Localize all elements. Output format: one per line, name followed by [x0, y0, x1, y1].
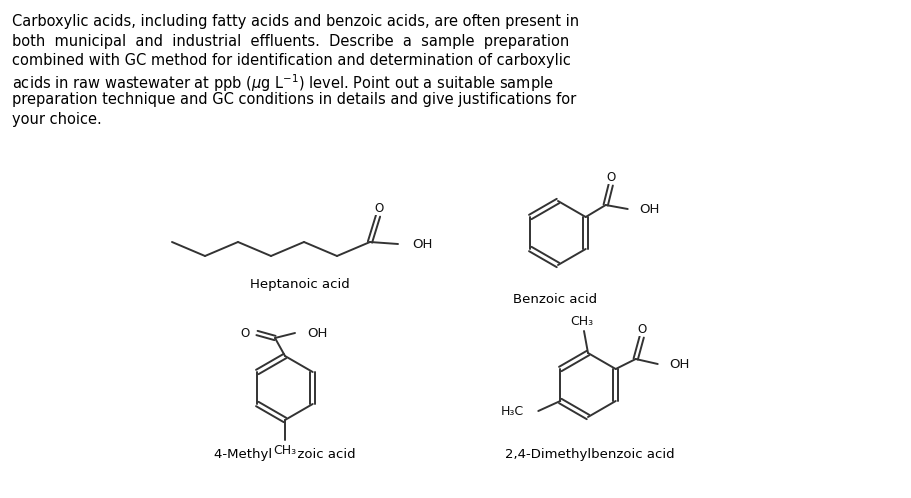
Text: preparation technique and GC conditions in details and give justifications for: preparation technique and GC conditions …	[12, 92, 577, 107]
Text: Heptanoic acid: Heptanoic acid	[251, 278, 350, 291]
Text: CH₃: CH₃	[570, 315, 594, 328]
Text: O: O	[374, 202, 384, 215]
Text: acids in raw wastewater at ppb ($\mu$g L$^{-1}$) level. Point out a suitable sam: acids in raw wastewater at ppb ($\mu$g L…	[12, 73, 554, 94]
Text: O: O	[637, 323, 646, 336]
Text: 2,4-Dimethylbenzoic acid: 2,4-Dimethylbenzoic acid	[506, 448, 675, 461]
Text: 4-Methylbenzoic acid: 4-Methylbenzoic acid	[214, 448, 356, 461]
Text: O: O	[241, 327, 250, 340]
Text: OH: OH	[412, 238, 433, 250]
Text: Benzoic acid: Benzoic acid	[513, 293, 597, 306]
Text: O: O	[606, 170, 615, 183]
Text: OH: OH	[640, 203, 660, 216]
Text: your choice.: your choice.	[12, 112, 102, 126]
Text: CH₃: CH₃	[273, 444, 297, 457]
Text: OH: OH	[670, 358, 691, 371]
Text: H₃C: H₃C	[501, 404, 525, 417]
Text: OH: OH	[307, 327, 327, 340]
Text: combined with GC method for identification and determination of carboxylic: combined with GC method for identificati…	[12, 53, 571, 68]
Text: Carboxylic acids, including fatty acids and benzoic acids, are often present in: Carboxylic acids, including fatty acids …	[12, 14, 579, 29]
Text: both  municipal  and  industrial  effluents.  Describe  a  sample  preparation: both municipal and industrial effluents.…	[12, 33, 569, 48]
